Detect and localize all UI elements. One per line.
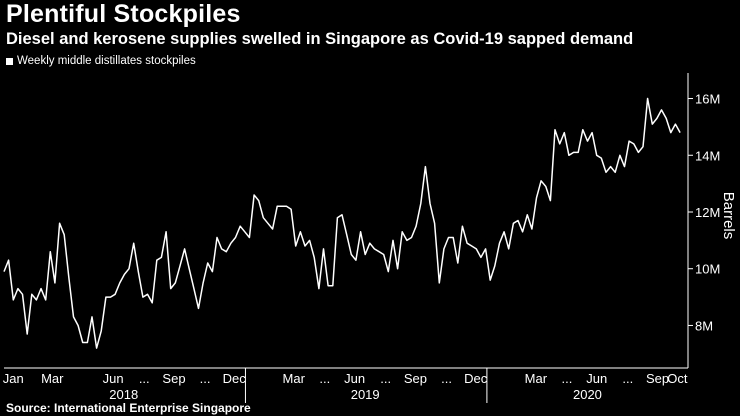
x-tick-label: Sep [162, 371, 185, 386]
x-tick-label: Dec [223, 371, 247, 386]
chart-subtitle: Diesel and kerosene supplies swelled in … [6, 30, 634, 48]
x-tick-label: Jun [344, 371, 365, 386]
series-line [3, 97, 681, 349]
x-tick-label: Jun [586, 371, 607, 386]
chart-title: Plentiful Stockpiles [6, 0, 241, 28]
x-tick-label: Mar [41, 371, 64, 386]
x-tick-ellipsis: ... [562, 371, 573, 386]
y-axis: 8M 10M 12M 14M 16M [687, 73, 720, 368]
y-tick-label: 14M [695, 148, 720, 163]
legend-label: Weekly middle distillates stockpiles [17, 55, 196, 67]
x-tick-label: Mar [525, 371, 548, 386]
x-tick-label: Oct [667, 371, 688, 386]
x-tick-label: Mar [283, 371, 306, 386]
y-tick-label: 12M [695, 205, 720, 220]
x-tick-label: Jan [3, 371, 24, 386]
x-year-label: 2019 [351, 387, 380, 402]
series-layer [3, 97, 681, 349]
source-note: Source: International Enterprise Singapo… [6, 401, 251, 415]
y-tick-label: 16M [695, 92, 720, 107]
x-tick-ellipsis: ... [319, 371, 330, 386]
x-tick-ellipsis: ... [441, 371, 452, 386]
legend: Weekly middle distillates stockpiles [6, 55, 196, 67]
x-year-label: 2018 [109, 387, 138, 402]
x-axis: Jan Mar Jun Sep Dec Mar Jun Sep Dec Mar Jun SepOct.… [3, 367, 688, 403]
x-tick-label: Sep [404, 371, 427, 386]
y-axis-title: Barrels [720, 192, 737, 240]
x-tick-label: Sep [646, 371, 669, 386]
x-tick-ellipsis: ... [622, 371, 633, 386]
y-tick-label: 8M [695, 318, 713, 333]
y-tick-label: 10M [695, 262, 720, 277]
legend-swatch [6, 57, 13, 65]
x-tick-ellipsis: ... [380, 371, 391, 386]
x-tick-label: Dec [464, 371, 488, 386]
x-tick-label: Jun [103, 371, 124, 386]
x-tick-ellipsis: ... [200, 371, 211, 386]
x-year-label: 2020 [573, 387, 602, 402]
x-tick-ellipsis: ... [139, 371, 150, 386]
